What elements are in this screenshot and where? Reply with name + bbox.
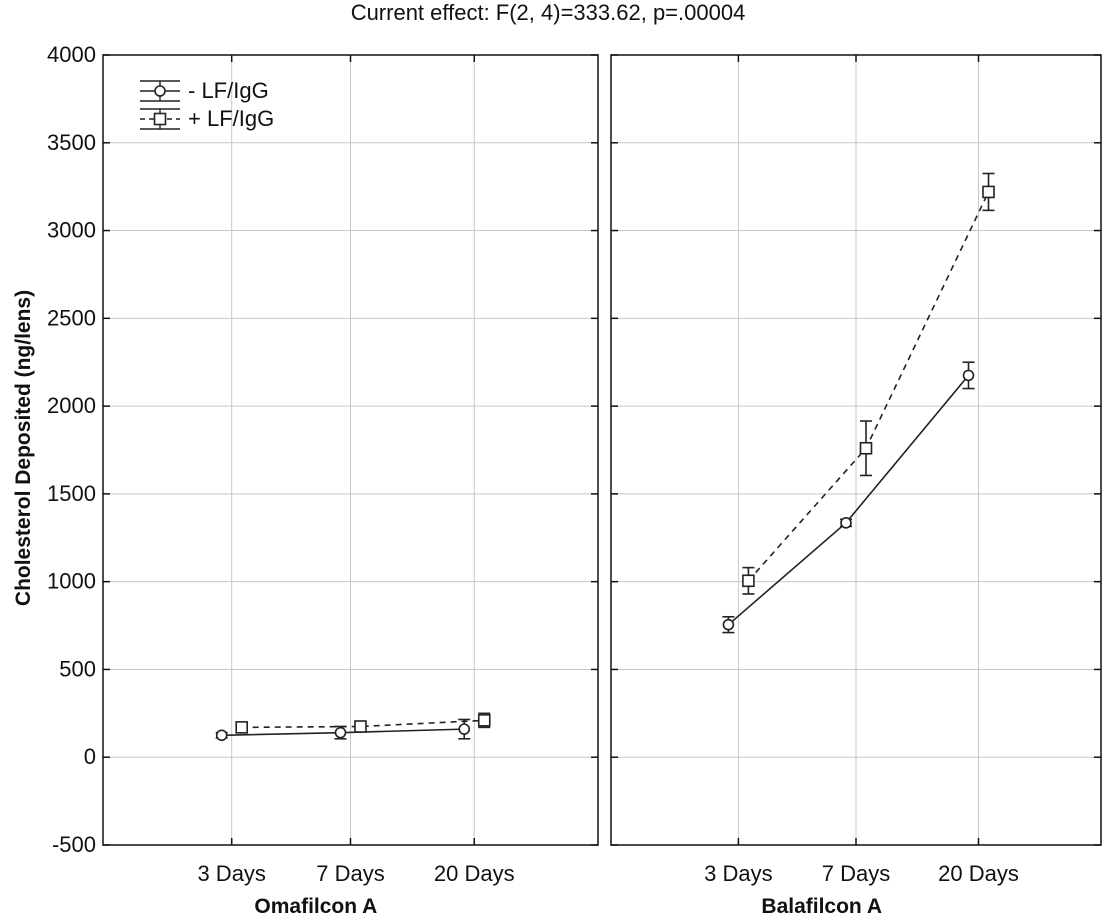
y-tick-label: 1500 bbox=[47, 481, 96, 506]
x-axis-label: Balafilcon A bbox=[761, 895, 882, 918]
y-tick-label: 1000 bbox=[47, 569, 96, 594]
y-tick-label: 3500 bbox=[47, 130, 96, 155]
panel-2: 3 Days 7 Days 20 Days Balafilcon A bbox=[610, 54, 1102, 918]
x-tick-label: 20 Days bbox=[938, 861, 1019, 886]
legend-label: - LF/IgG bbox=[188, 78, 269, 103]
data-point-circle bbox=[722, 618, 735, 631]
panel-1: 3 Days 7 Days 20 Days Omafilcon A bbox=[102, 54, 599, 918]
y-tick-label: 500 bbox=[59, 656, 96, 681]
data-point-square bbox=[742, 574, 755, 588]
x-tick-label: 3 Days bbox=[704, 861, 772, 886]
data-point-square bbox=[859, 441, 873, 455]
x-tick-label: 7 Days bbox=[822, 861, 890, 886]
y-tick-label: 0 bbox=[84, 744, 96, 769]
legend-marker-square bbox=[153, 112, 167, 126]
data-point-square bbox=[235, 721, 248, 734]
legend-marker-circle bbox=[154, 85, 166, 97]
data-point-circle bbox=[215, 729, 228, 742]
x-tick-label: 7 Days bbox=[316, 861, 384, 886]
data-point-circle bbox=[334, 726, 347, 739]
y-tick-label: 3000 bbox=[47, 218, 96, 243]
x-axis-label: Omafilcon A bbox=[254, 895, 377, 918]
data-point-square bbox=[477, 714, 491, 727]
y-tick-label: 2000 bbox=[47, 393, 96, 418]
y-tick-label: -500 bbox=[52, 832, 96, 857]
data-point-circle bbox=[458, 723, 471, 735]
series-line-2 bbox=[747, 191, 990, 582]
legend: - LF/IgG + LF/IgG bbox=[140, 78, 274, 131]
x-tick-label: 3 Days bbox=[197, 861, 265, 886]
legend-label: + LF/IgG bbox=[188, 106, 274, 131]
data-point-circle bbox=[840, 517, 852, 529]
y-tick-label: 2500 bbox=[47, 305, 96, 330]
y-axis-label: Cholesterol Deposited (ng/lens) bbox=[12, 290, 35, 606]
data-point-circle bbox=[962, 369, 975, 382]
chart-title: Current effect: F(2, 4)=333.62, p=.00004 bbox=[351, 0, 746, 25]
data-point-square bbox=[354, 720, 367, 733]
y-tick-label: 4000 bbox=[47, 42, 96, 67]
series-line-2 bbox=[241, 719, 485, 729]
series-line-1 bbox=[727, 374, 970, 626]
data-point-square bbox=[982, 185, 995, 199]
x-tick-label: 20 Days bbox=[434, 861, 515, 886]
